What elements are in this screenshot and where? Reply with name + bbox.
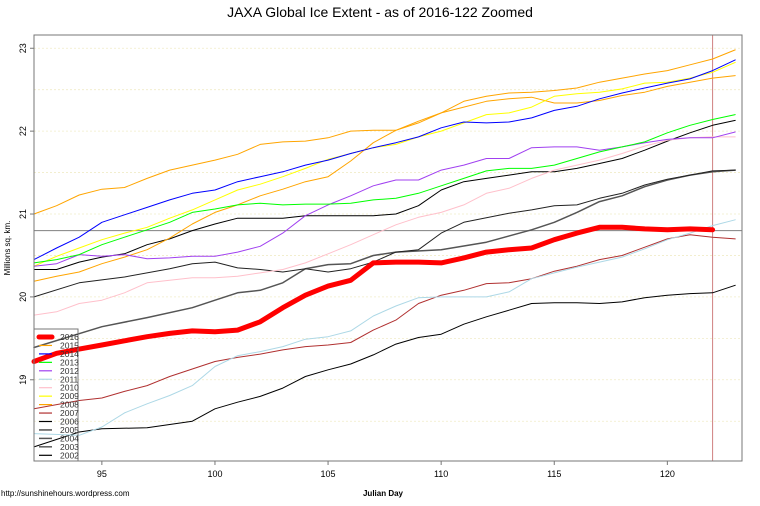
legend-label: 2008: [60, 400, 79, 410]
x-axis: 95 100 105 110 115 120: [97, 461, 675, 479]
legend-label: 2013: [60, 357, 79, 367]
chart-title: JAXA Global Ice Extent - as of 2016-122 …: [227, 4, 533, 20]
series-line-2005: [33, 169, 736, 298]
y-axis-label: Millions sq. km.: [3, 221, 12, 276]
x-axis-label: Julian Day: [363, 489, 404, 498]
legend-label: 2011: [60, 374, 79, 384]
series-line-2006: [33, 119, 736, 270]
series-line-2004: [33, 169, 736, 349]
series-lines: [31, 49, 736, 448]
y-tick-label: 19: [18, 375, 28, 385]
series-line-2010: [33, 136, 736, 316]
plot-frame: [33, 34, 743, 462]
series-line-2011: [33, 219, 736, 436]
series-line-2016: [31, 224, 716, 364]
legend-label: 2006: [60, 417, 79, 427]
reference-lines: [34, 35, 742, 461]
y-axis: 19 20 21 22 23: [18, 43, 34, 385]
x-tick-label: 115: [547, 469, 561, 479]
source-url: http://sunshinehours.wordpress.com: [1, 489, 130, 498]
legend-label: 2002: [60, 450, 79, 460]
legend-label: 2004: [60, 433, 79, 443]
series-line-2002: [33, 284, 736, 448]
series-line-2009: [33, 61, 736, 267]
legend-label: 2012: [60, 366, 79, 376]
x-tick-label: 95: [97, 469, 107, 479]
legend-label: 2016: [60, 332, 79, 342]
y-tick-label: 23: [18, 43, 28, 53]
legend-label: 2003: [60, 442, 79, 452]
x-tick-label: 105: [321, 469, 336, 479]
series-line-2008: [33, 75, 736, 282]
legend-label: 2005: [60, 425, 79, 435]
series-line-2015: [33, 49, 736, 215]
x-tick-label: 100: [207, 469, 222, 479]
x-tick-label: 120: [660, 469, 675, 479]
legend-label: 2010: [60, 383, 79, 393]
y-tick-label: 21: [18, 209, 28, 219]
y-tick-label: 22: [18, 126, 28, 136]
series-line-2014: [33, 59, 736, 261]
legend-label: 2009: [60, 391, 79, 401]
grid-lines: [34, 47, 742, 422]
legend-label: 2015: [60, 340, 79, 350]
legend-label: 2007: [60, 408, 79, 418]
y-tick-label: 20: [18, 292, 28, 302]
legend-label: 2014: [60, 349, 79, 359]
legend: 2016201520142013201220112010200920082007…: [33, 328, 79, 462]
x-tick-label: 110: [434, 469, 448, 479]
series-line-2007: [33, 234, 736, 410]
legend-box: [33, 328, 79, 462]
series-line-2013: [33, 114, 736, 264]
